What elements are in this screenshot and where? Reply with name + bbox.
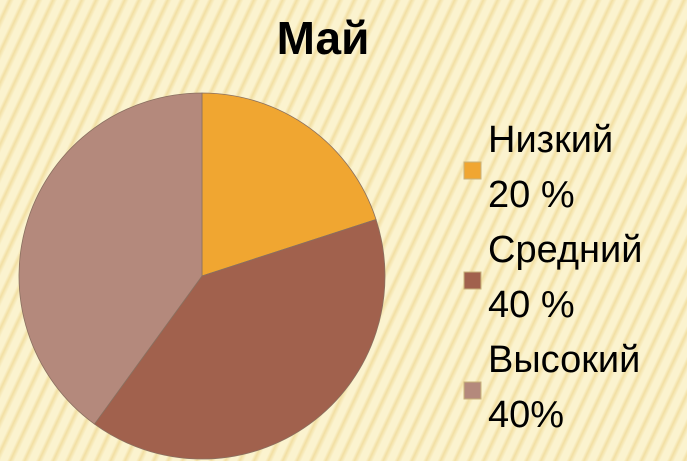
legend-label: Низкий: [488, 119, 613, 161]
chart-title: Май: [277, 12, 370, 64]
legend-label: Средний: [488, 229, 643, 271]
legend-value: 40%: [488, 394, 564, 436]
pie-slice: [201, 92, 377, 277]
legend-value: 20 %: [488, 174, 575, 216]
pie-slice: [93, 218, 386, 460]
legend-label: Высокий: [488, 339, 640, 381]
legend-swatch: [463, 161, 482, 180]
legend-swatch: [463, 271, 482, 290]
pie-slice: [18, 92, 203, 425]
legend-value: 40 %: [488, 284, 575, 326]
legend-swatch: [463, 381, 482, 400]
